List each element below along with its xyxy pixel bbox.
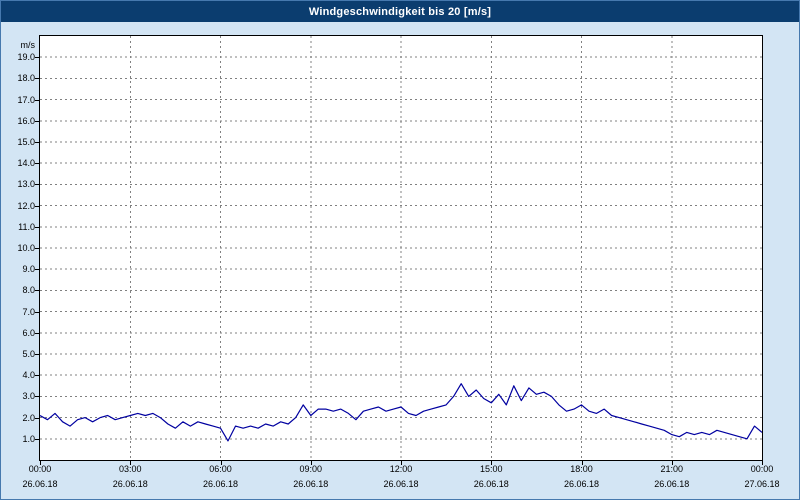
y-tick-label: 3.0 [22,391,35,402]
x-tick-date-label: 26.06.18 [202,479,239,489]
x-tick-time-label: 18:00 [570,464,593,474]
x-tick-mark [762,461,763,465]
x-tick-date-label: 26.06.18 [112,479,148,489]
y-tick-mark [35,205,39,207]
y-tick-mark [35,396,39,398]
y-tick-label: 15.0 [17,137,35,147]
x-tick-time-label: 06:00 [209,464,232,474]
x-tick-time-label: 00:00 [28,464,52,474]
x-tick-mark [581,461,583,465]
y-tick-label: 11.0 [18,221,35,232]
plot-area [39,35,763,461]
y-tick-mark [35,99,39,101]
y-tick-label: 1.0 [22,433,35,444]
y-tick-label: 18.0 [17,73,35,84]
y-tick-label: 5.0 [22,349,35,359]
x-tick-date-label: 27.06.18 [744,479,780,489]
y-tick-mark [35,163,39,165]
y-tick-mark [35,311,39,313]
x-tick-mark [401,461,402,465]
y-tick-label: 10.0 [17,243,35,253]
y-tick-label: 13.0 [17,179,35,190]
y-tick-label: 8.0 [22,285,35,296]
y-tick-mark [35,248,39,249]
x-tick-mark [130,461,132,465]
y-tick-label: 6.0 [22,327,35,338]
y-tick-label: 12.0 [17,200,35,211]
y-tick-mark [35,290,39,292]
x-tick-time-label: 09:00 [299,464,323,474]
y-tick-mark [35,184,39,186]
y-axis-unit-label: m/s [20,40,36,50]
x-tick-date-label: 26.06.18 [473,479,509,489]
y-tick-label: 19.0 [17,52,35,63]
x-tick-time-label: 00:00 [750,464,774,474]
x-tick-date-label: 26.06.18 [383,479,419,489]
y-tick-mark [35,438,39,440]
y-tick-mark [35,142,39,143]
x-tick-mark [310,461,312,465]
y-tick-label: 9.0 [22,264,35,275]
y-tick-label: 2.0 [22,412,35,423]
y-tick-mark [35,269,39,271]
x-tick-mark [491,461,493,465]
y-tick-label: 7.0 [22,306,35,317]
y-tick-mark [35,78,39,80]
x-tick-mark [220,461,222,465]
x-tick-date-label: 26.06.18 [654,479,690,489]
y-tick-mark [35,417,39,419]
title-bar: Windgeschwindigkeit bis 20 [m/s] [1,1,799,22]
x-tick-time-label: 12:00 [389,464,413,474]
x-tick-date-label: 26.06.18 [22,479,58,489]
y-tick-label: 16.0 [17,115,35,126]
y-tick-mark [35,226,39,228]
x-tick-time-label: 03:00 [118,464,142,474]
y-tick-label: 14.0 [17,158,35,169]
x-tick-time-label: 15:00 [479,464,503,474]
y-tick-mark [35,57,39,59]
y-tick-mark [35,120,39,122]
x-tick-time-label: 21:00 [660,464,684,474]
y-tick-label: 17.0 [17,94,35,105]
x-tick-mark [671,461,673,465]
x-tick-mark [40,461,41,465]
y-tick-label: 4.0 [22,370,35,381]
x-tick-date-label: 26.06.18 [563,479,600,489]
y-tick-mark [35,375,39,377]
y-tick-mark [35,332,39,334]
chart-title: Windgeschwindigkeit bis 20 [m/s] [308,5,492,18]
plot-svg [40,36,762,460]
y-tick-mark [35,354,39,355]
x-tick-date-label: 26.06.18 [293,479,329,489]
